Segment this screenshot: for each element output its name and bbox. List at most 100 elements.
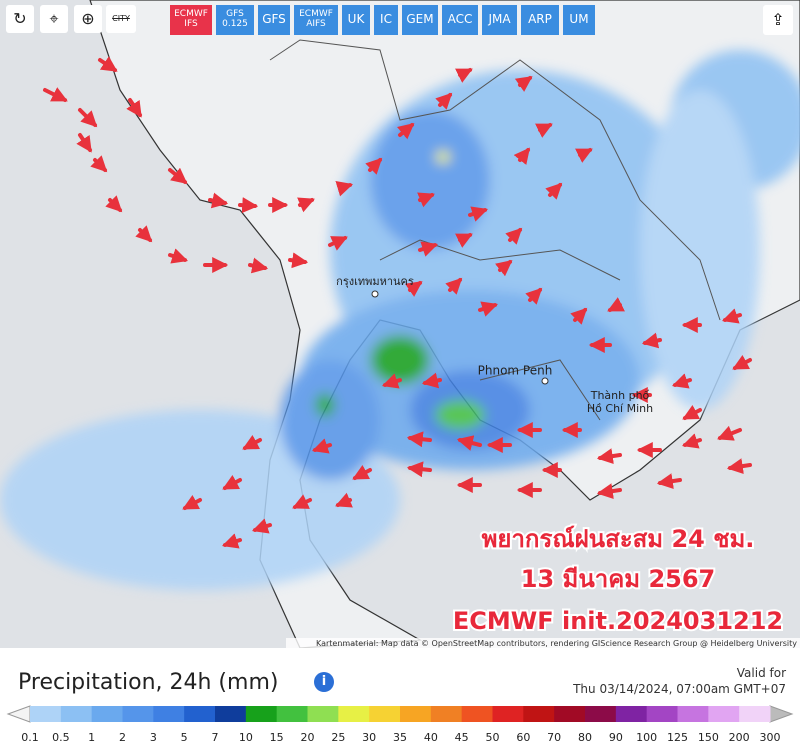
wind-arrow [238, 197, 259, 214]
footer-title: Precipitation, 24h (mm) [18, 670, 279, 695]
wind-arrow [292, 494, 312, 509]
wind-arrow [352, 464, 372, 480]
legend-swatch [739, 706, 771, 722]
model-button[interactable]: ARP [521, 5, 559, 35]
city-dot [541, 377, 549, 385]
legend: 0.1 0.5 1 2 3 5 7 10 15 20 25 30 35 40 45 50 60 70 80 90 100… [6, 705, 794, 744]
tool-button[interactable]: ⌖ [40, 5, 68, 33]
model-label: IC [380, 12, 392, 27]
legend-swatch [461, 706, 493, 722]
wind-arrow [525, 287, 543, 305]
model-button[interactable]: GEM [402, 5, 438, 35]
wind-arrow [248, 257, 269, 274]
model-label: ECMWF [174, 9, 208, 20]
wind-arrow [406, 431, 432, 448]
wind-arrow [182, 494, 202, 510]
model-button[interactable]: ACC [442, 5, 478, 35]
wind-arrow [435, 92, 453, 110]
legend-label: 60 [516, 731, 530, 744]
model-button[interactable]: ECMWF AIFS [294, 5, 338, 35]
legend-label: 5 [181, 731, 188, 744]
model-label: IFS [184, 19, 198, 29]
model-button[interactable]: UM [563, 5, 595, 35]
wind-arrow [335, 181, 354, 197]
wind-arrow [105, 195, 123, 213]
legend-swatch [338, 706, 370, 722]
model-label: 0.125 [222, 19, 248, 29]
legend-swatch [122, 706, 154, 722]
map: กรุงเทพมหานคร Phnom Penh Thành phố Hồ Ch… [0, 0, 800, 648]
legend-swatch [646, 706, 678, 722]
model-label: ECMWF [299, 9, 333, 20]
legend-label: 0.5 [52, 731, 70, 744]
wind-arrow [671, 373, 692, 389]
wind-arrow [495, 260, 513, 277]
wind-arrow [717, 425, 742, 441]
wind-arrow [574, 148, 593, 163]
footer: Precipitation, 24h (mm) i Valid for Thu … [0, 648, 800, 749]
wind-arrow [417, 192, 435, 208]
wind-arrow [43, 87, 68, 102]
wind-arrow [126, 98, 142, 118]
wind-arrow [311, 438, 332, 454]
wind-arrow [454, 233, 473, 248]
wind-arrow [478, 301, 499, 317]
wind-arrow [221, 533, 242, 549]
tool-button[interactable]: ⊕ [74, 5, 102, 33]
city-label: Hồ Chí Minh [587, 402, 653, 415]
wind-arrow [381, 373, 402, 389]
wind-arrow [468, 206, 489, 222]
model-button[interactable]: UK [342, 5, 370, 35]
wind-arrow [607, 297, 626, 312]
borders [269, 39, 721, 421]
attribution: Kartenmaterial: Map data © OpenStreetMap… [316, 639, 797, 648]
legend-label: 150 [698, 731, 719, 744]
model-label: ACC [447, 12, 473, 27]
legend-swatch [369, 706, 401, 722]
wind-arrow [681, 433, 702, 449]
model-label: UK [347, 12, 365, 27]
legend-label: 125 [667, 731, 688, 744]
wind-arrow [365, 157, 383, 175]
city-button[interactable]: CITY [106, 5, 136, 33]
legend-label: 80 [578, 731, 592, 744]
wind-arrow [534, 123, 553, 138]
legend-swatch [615, 706, 648, 722]
model-button[interactable]: GFS [258, 5, 290, 35]
wind-arrow [78, 108, 98, 128]
model-button[interactable]: IC [374, 5, 398, 35]
legend-label: 10 [239, 731, 253, 744]
legend-label: 70 [547, 731, 561, 744]
city-label: Thành phố [590, 389, 650, 402]
legend-end [6, 705, 31, 723]
city-label: Phnom Penh [478, 364, 553, 378]
legend-swatch [708, 706, 740, 722]
wind-arrow [168, 167, 188, 184]
wind-arrow [456, 435, 482, 451]
toolbar: ↻ ⌖ ⊕ CITY ECMWF IFS GFS 0.125 GFS ECMWF AIFS UK IC G… [0, 0, 800, 40]
wind-arrow [570, 307, 588, 325]
wind-arrow [721, 308, 742, 324]
legend-label: 7 [212, 731, 219, 744]
model-button[interactable]: ECMWF IFS [170, 5, 212, 35]
tool-button[interactable]: ↻ [6, 5, 34, 33]
wind-arrow [641, 332, 662, 349]
model-label: UM [569, 12, 589, 27]
model-button[interactable]: GFS 0.125 [216, 5, 254, 35]
info-icon[interactable]: i [314, 672, 334, 692]
wind-arrow [242, 434, 262, 450]
wind-arrow [514, 76, 533, 92]
wind-arrow [406, 461, 432, 478]
wind-arrow [656, 473, 682, 490]
share-button[interactable]: ⇪ [763, 5, 793, 35]
wind-arrow [222, 474, 242, 490]
wind-arrows [43, 56, 752, 549]
model-label: GEM [406, 12, 434, 27]
model-label: JMA [488, 12, 511, 27]
model-label: AIFS [306, 19, 326, 29]
legend-swatch [215, 706, 247, 722]
legend-label: 90 [609, 731, 623, 744]
wind-arrow [421, 372, 442, 389]
model-button[interactable]: JMA [482, 5, 517, 35]
wind-arrow [90, 155, 108, 173]
